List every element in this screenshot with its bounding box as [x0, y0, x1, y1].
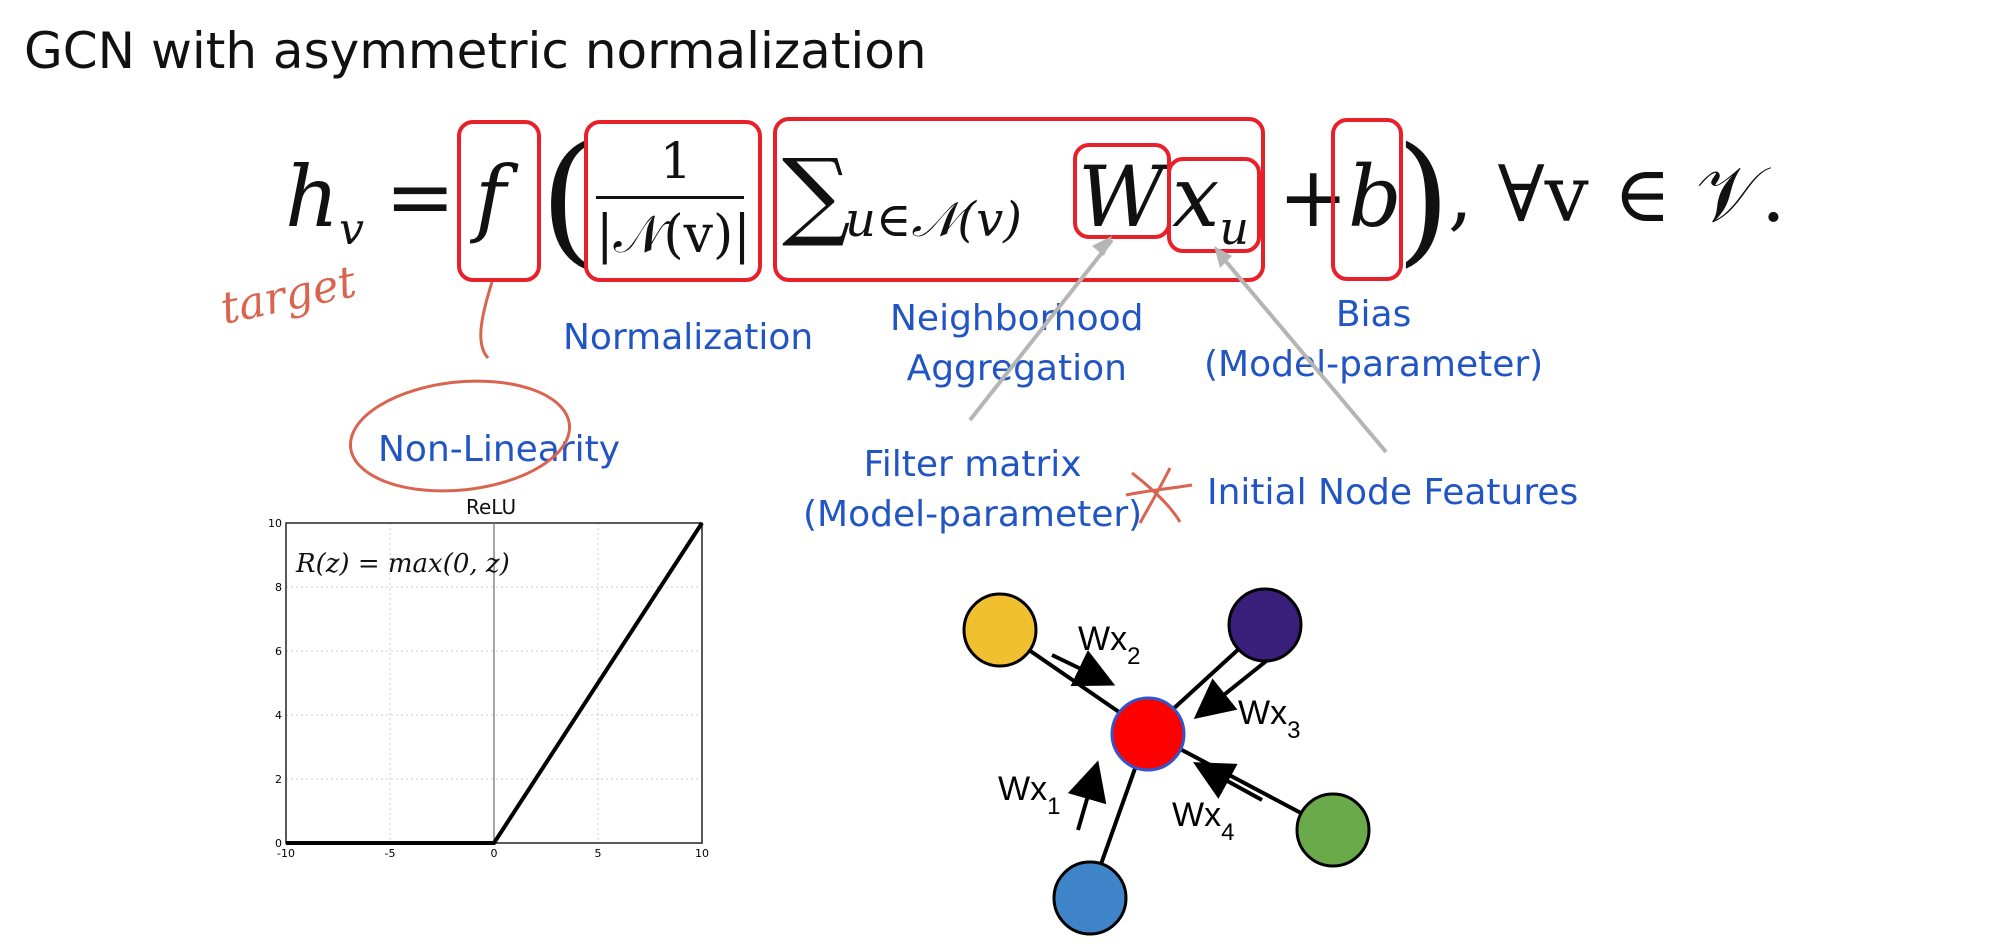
label-normalization: Normalization [563, 317, 814, 358]
relu-chart: ReLU -10 -5 0 5 10 0 2 4 6 8 10 R(z) = max(0, z) [266, 495, 716, 875]
relu-chart-title: ReLU [466, 495, 517, 519]
arrow-features-to-x [1216, 250, 1388, 454]
arrow-wx4 [1192, 762, 1263, 802]
label-neighborhood-aggregation: Neighborhood Aggregation [890, 298, 1144, 389]
relu-y-tick-label: 2 [275, 773, 282, 786]
box-f [457, 120, 541, 282]
relu-x-tick-label: 10 [695, 847, 709, 860]
box-b [1331, 118, 1403, 281]
handwritten-line [479, 281, 494, 360]
label-nonlinearity: Non-Linearity [378, 429, 621, 470]
eq-sum-sub: u∈𝒩(v) [845, 192, 1022, 248]
relu-y-tick-label: 0 [275, 837, 282, 850]
relu-y-tick-label: 6 [275, 645, 282, 658]
arrow-wx2 [1051, 650, 1116, 687]
relu-plot: -10 -5 0 5 10 0 2 4 6 8 10 [268, 517, 709, 860]
eq-denominator: |𝒩(v)| [596, 205, 751, 265]
arrowhead-features [1214, 246, 1232, 268]
relu-x-tick-label: -5 [385, 847, 396, 860]
edge-label-wx2: Wx2 [1078, 620, 1140, 670]
eq-fraction-bar [596, 196, 744, 199]
handwritten-circle [348, 379, 572, 493]
edge-label-wx4: Wx4 [1172, 796, 1234, 846]
edge-label-wx1: Wx1 [998, 770, 1060, 820]
label-filter-matrix: Filter matrix (Model-parameter) [803, 444, 1143, 535]
arrow-wx3 [1193, 656, 1272, 719]
eq-f: f [475, 148, 507, 246]
relu-y-tick-label: 4 [275, 709, 282, 722]
box-x [1167, 157, 1261, 253]
eq-W: W [1078, 148, 1165, 246]
eq-right-paren: ) [1396, 118, 1451, 281]
relu-series-line [286, 521, 704, 845]
arrow-wx1 [1067, 760, 1107, 831]
node-green [1295, 792, 1371, 868]
node-center [1110, 696, 1186, 772]
node-purple [1227, 587, 1303, 663]
slide-title: GCN with asymmetric normalization [24, 22, 927, 80]
handwritten-cross-2 [1138, 467, 1172, 524]
relu-y-tick-label: 10 [268, 517, 282, 530]
handwritten-cross-1 [1131, 471, 1182, 523]
eq-equals: = [385, 148, 456, 246]
relu-formula: R(z) = max(0, z) [296, 549, 510, 579]
eq-forall: , ∀v ∈ 𝒱. [1448, 150, 1786, 240]
eq-sum: ∑ [782, 138, 851, 250]
label-bias: Bias (Model-parameter) [1204, 294, 1544, 385]
arrow-filter-to-W [968, 238, 1114, 422]
relu-x-tick-label: -10 [277, 847, 295, 860]
box-aggregation [773, 117, 1265, 282]
eq-b: b [1348, 148, 1402, 246]
eq-h: hv [285, 148, 364, 255]
relu-y-tick-label: 8 [275, 581, 282, 594]
relu-x-tick-label: 0 [491, 847, 498, 860]
eq-plus: + [1278, 148, 1349, 246]
label-initial-node-features: Initial Node Features [1207, 472, 1579, 513]
node-yellow [962, 592, 1038, 668]
relu-x-tick-label: 5 [595, 847, 602, 860]
edge-label-wx3: Wx3 [1238, 694, 1300, 744]
handwritten-cross-3 [1125, 483, 1193, 497]
arrowhead-filter [1092, 236, 1112, 256]
eq-numerator: 1 [660, 132, 692, 190]
box-normalization [584, 120, 762, 282]
node-blue [1052, 860, 1128, 936]
